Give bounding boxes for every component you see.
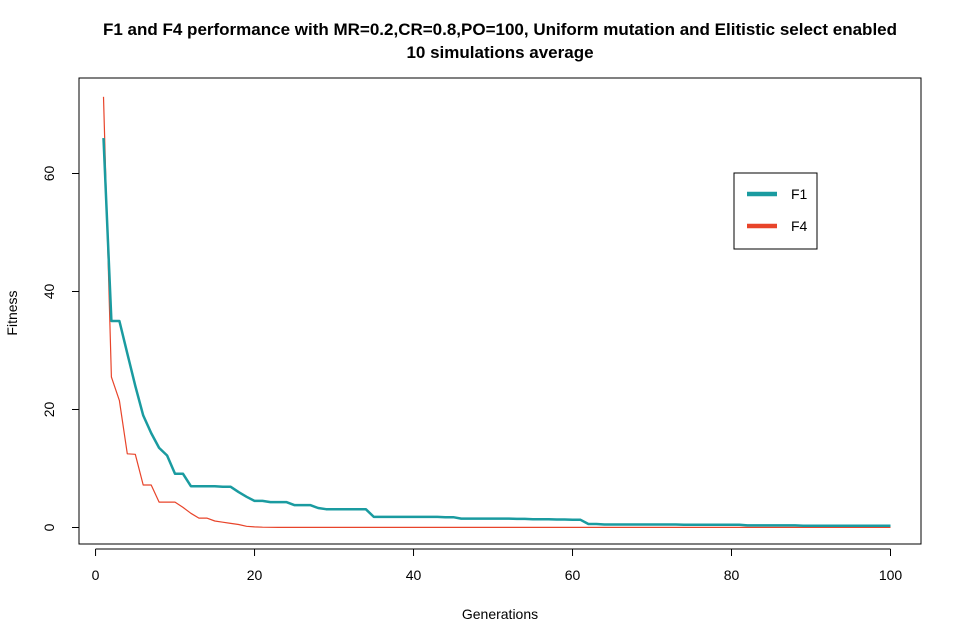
x-tick-label: 40 — [406, 567, 422, 583]
chart-title: F1 and F4 performance with MR=0.2,CR=0.8… — [103, 20, 897, 39]
legend: F1 F4 — [733, 172, 818, 250]
y-tick-label: 60 — [41, 166, 57, 182]
chart-subtitle: 10 simulations average — [406, 43, 593, 62]
y-axis-label: Fitness — [4, 290, 20, 335]
series-group — [102, 96, 891, 529]
y-axis: 0 20 40 60 — [41, 166, 80, 531]
x-tick-label: 100 — [879, 567, 903, 583]
legend-box — [733, 172, 818, 250]
x-axis: 0 20 40 60 80 100 — [92, 548, 903, 583]
legend-label-f1: F1 — [791, 186, 808, 202]
y-tick-label: 40 — [41, 284, 57, 300]
x-tick-label: 0 — [92, 567, 100, 583]
x-tick-label: 20 — [247, 567, 263, 583]
x-tick-label: 60 — [565, 567, 581, 583]
y-tick-label: 20 — [41, 402, 57, 418]
series-line-f1 — [102, 138, 891, 527]
y-tick-label: 0 — [41, 523, 57, 531]
legend-label-f4: F4 — [791, 218, 808, 234]
plot-frame — [78, 77, 922, 545]
x-axis-label: Generations — [462, 606, 538, 622]
x-tick-label: 80 — [724, 567, 740, 583]
series-line-f4 — [102, 96, 891, 529]
